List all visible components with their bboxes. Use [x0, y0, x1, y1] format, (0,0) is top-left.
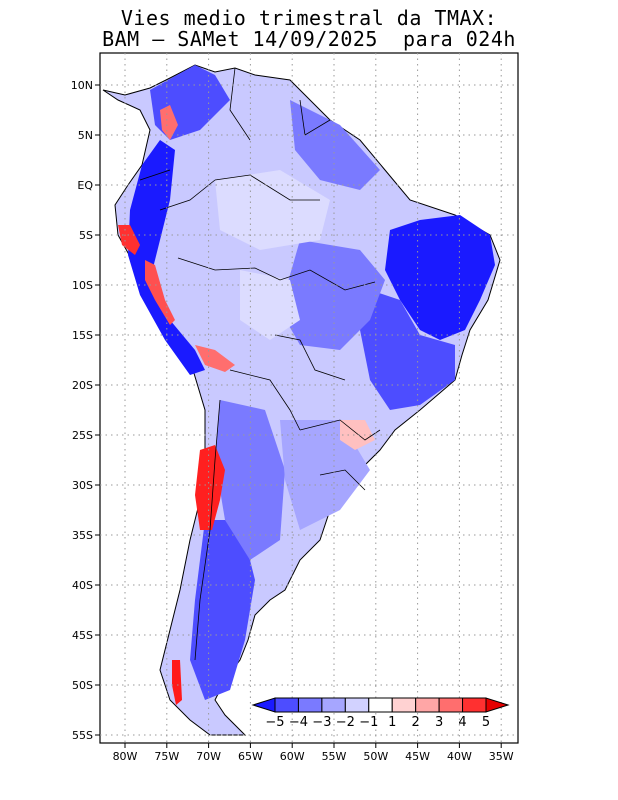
- bias-zone-andes-peru-red: [145, 260, 175, 325]
- lat-tick-label: 15S: [72, 329, 93, 342]
- colorbar: −5 −4 −3 −2 −1 1 2 3 4 5: [251, 697, 510, 730]
- lat-tick-label: 50S: [72, 679, 93, 692]
- colorbar-label: −2: [336, 715, 355, 730]
- lon-tick-label: 40W: [447, 750, 472, 763]
- map-grid: [100, 53, 518, 743]
- colorbar-box: [368, 697, 393, 713]
- colorbar-box: [462, 697, 487, 713]
- lat-tick-label: 5S: [79, 229, 93, 242]
- lat-tick-label: EQ: [77, 179, 93, 192]
- colorbar-label: −4: [289, 715, 308, 730]
- lon-tick-label: 45W: [405, 750, 430, 763]
- colorbar-box: [297, 697, 323, 713]
- colorbar-box: [415, 697, 440, 713]
- colorbar-label: 2: [412, 715, 420, 730]
- colorbar-label: 3: [435, 715, 443, 730]
- lon-tick-label: 55W: [322, 750, 347, 763]
- bias-zone-argentina-west: [215, 400, 285, 560]
- colorbar-label: 1: [388, 715, 396, 730]
- bias-zone-andes-chile-red: [195, 445, 225, 530]
- colorbar-box: [274, 697, 299, 713]
- map-title-line-1: Vies medio trimestral da TMAX:: [120, 6, 498, 30]
- country-borders: [139, 67, 381, 661]
- bias-zone-northeast-brazil: [385, 215, 495, 340]
- longitude-labels: 80W 75W 70W 65W 60W 55W 50W 45W 40W 35W: [113, 743, 514, 763]
- colorbar-label: −5: [265, 715, 284, 730]
- bias-zone-patagonia: [190, 520, 255, 700]
- bias-zone-colombia-red: [160, 105, 178, 140]
- map-title-line-2: BAM – SAMet 14/09/2025 para 024h: [102, 27, 516, 51]
- lat-tick-label: 10S: [72, 279, 93, 292]
- colorbar-label: 4: [458, 715, 466, 730]
- colorbar-box: [321, 697, 346, 713]
- lon-tick-label: 75W: [154, 750, 179, 763]
- colorbar-label: −3: [312, 715, 331, 730]
- bias-zone-guianas: [290, 100, 380, 190]
- lat-tick-label: 5N: [78, 129, 93, 142]
- latitude-labels: 10N 5N EQ 5S 10S 15S 20S 25S 30S 35S 40S 45S 50S 55S: [71, 79, 100, 742]
- bias-zone-andes-north: [128, 140, 205, 375]
- bias-zone-southern-cone: [280, 420, 370, 530]
- lon-tick-label: 65W: [238, 750, 263, 763]
- lat-tick-label: 35S: [72, 529, 93, 542]
- lon-tick-label: 80W: [113, 750, 138, 763]
- lat-tick-label: 20S: [72, 379, 93, 392]
- lat-tick-label: 40S: [72, 579, 93, 592]
- colorbar-box: [438, 697, 464, 713]
- bias-zone-east-brazil: [360, 290, 455, 410]
- lon-tick-label: 60W: [280, 750, 305, 763]
- bias-zone-amazon-light: [215, 170, 330, 250]
- colorbar-box: [344, 697, 370, 713]
- bias-zone-peru-coast-red: [118, 225, 140, 255]
- lon-tick-label: 70W: [196, 750, 221, 763]
- lat-tick-label: 25S: [72, 429, 93, 442]
- colorbar-label: −1: [359, 715, 378, 730]
- colorbar-box: [391, 697, 417, 713]
- lat-tick-label: 45S: [72, 629, 93, 642]
- bias-zone-patagonia-red: [172, 660, 182, 705]
- colorbar-arrow-high: [485, 697, 510, 713]
- lon-tick-label: 35W: [489, 750, 514, 763]
- bias-zone-central-plateau: [280, 240, 385, 350]
- bias-zone-andes-bolivia-red: [195, 345, 235, 372]
- bias-zone-bolivia-light: [240, 270, 300, 340]
- lat-tick-label: 10N: [71, 79, 93, 92]
- lon-tick-label: 50W: [363, 750, 388, 763]
- lat-tick-label: 30S: [72, 479, 93, 492]
- lat-tick-label: 55S: [72, 729, 93, 742]
- colorbar-label: 5: [482, 715, 490, 730]
